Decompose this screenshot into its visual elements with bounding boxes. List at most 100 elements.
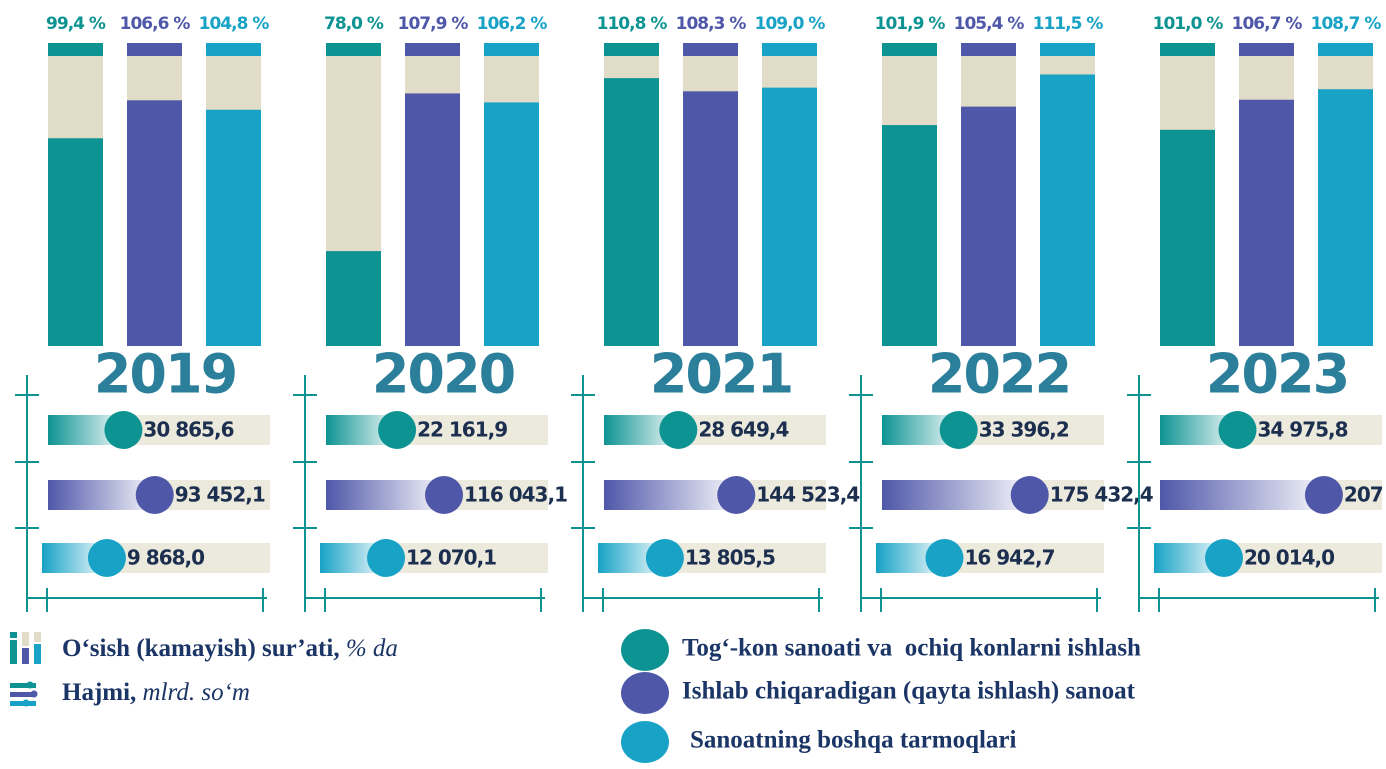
- legend-rate-icon: [10, 632, 41, 664]
- legend-volume-unit: mlrd. so‘m: [143, 679, 250, 706]
- volume-label: 12 070,1: [406, 546, 496, 570]
- volume-background: [386, 543, 548, 573]
- volume-label: 16 942,7: [964, 546, 1054, 570]
- volume-label: 93 452,1: [175, 483, 265, 507]
- volume-marker: [939, 411, 978, 449]
- bar-top: [604, 43, 659, 56]
- bar: [762, 87, 817, 347]
- bar-top: [1040, 43, 1095, 56]
- volume-marker: [1205, 539, 1244, 577]
- volume-background: [154, 480, 270, 510]
- value-label: 101,0 %: [1153, 14, 1224, 34]
- volume-label: 33 396,2: [979, 418, 1069, 442]
- volume-label: 175 432,4: [1050, 483, 1153, 507]
- volume-marker: [104, 411, 143, 449]
- bar-top: [405, 43, 460, 56]
- volume-label: 20 014,0: [1244, 546, 1334, 570]
- bar: [1239, 99, 1294, 346]
- bar-top: [206, 43, 261, 56]
- volume-marker: [378, 411, 417, 449]
- volume-background: [944, 543, 1104, 573]
- volume-label: 34 975,8: [1257, 418, 1347, 442]
- volume-bar: [604, 480, 737, 510]
- value-label: 111,5 %: [1033, 14, 1104, 34]
- volume-label: 207 834,4: [1344, 483, 1386, 507]
- year-label: 2021: [650, 343, 792, 406]
- volume-background: [1237, 415, 1382, 445]
- volume-background: [123, 415, 270, 445]
- bar: [683, 91, 738, 346]
- volume-marker: [645, 539, 684, 577]
- bar-top: [48, 43, 103, 56]
- bar: [1040, 74, 1095, 347]
- volume-marker: [135, 476, 174, 514]
- value-label: 109,0 %: [755, 14, 826, 34]
- year-label: 2019: [94, 343, 236, 406]
- year-label: 2023: [1206, 343, 1348, 406]
- bar: [206, 109, 261, 346]
- value-label: 106,2 %: [477, 14, 548, 34]
- bar-top: [1160, 43, 1215, 56]
- bar: [127, 100, 182, 346]
- volume-label: 144 523,4: [756, 483, 859, 507]
- volume-marker: [1304, 476, 1343, 514]
- volume-marker: [659, 411, 698, 449]
- bar-top: [1239, 43, 1294, 56]
- bar: [484, 102, 539, 347]
- volume-background: [106, 543, 271, 573]
- volume-label: 22 161,9: [417, 418, 507, 442]
- volume-bar: [1160, 480, 1324, 510]
- bar: [405, 93, 460, 346]
- legend-marker: [621, 672, 669, 714]
- bar: [1160, 129, 1215, 346]
- bar-top: [961, 43, 1016, 56]
- volume-marker: [925, 539, 964, 577]
- legend-volume: Hajmi, mlrd. so‘m: [62, 679, 250, 706]
- value-label: 105,4 %: [954, 14, 1025, 34]
- volume-marker: [87, 539, 126, 577]
- bar: [604, 78, 659, 347]
- bar: [882, 125, 937, 346]
- volume-background: [678, 415, 826, 445]
- legend-label: Sanoatning boshqa tarmoqlari: [690, 727, 1017, 754]
- bar: [48, 138, 103, 346]
- volume-marker: [1218, 411, 1257, 449]
- year-label: 2020: [372, 343, 514, 406]
- value-label: 101,9 %: [875, 14, 946, 34]
- value-label: 107,9 %: [398, 14, 469, 34]
- bar-top: [882, 43, 937, 56]
- bar-top: [127, 43, 182, 56]
- legend-label: Tog‘-kon sanoati va ochiq konlarni ishla…: [682, 635, 1141, 662]
- legend-label: Ishlab chiqaradigan (qayta ishlash) sano…: [682, 678, 1136, 705]
- value-label: 78,0 %: [324, 14, 384, 34]
- volume-label: 9 868,0: [127, 546, 204, 570]
- volume-background: [958, 415, 1104, 445]
- volume-marker: [367, 539, 406, 577]
- legend-rate-unit: % da: [346, 635, 398, 662]
- volume-label: 116 043,1: [464, 483, 567, 507]
- volume-marker: [717, 476, 756, 514]
- volume-background: [1224, 543, 1382, 573]
- volume-bar: [326, 480, 445, 510]
- volume-label: 28 649,4: [698, 418, 788, 442]
- bar: [1318, 89, 1373, 346]
- bar-top: [1318, 43, 1373, 56]
- year-label: 2022: [928, 343, 1070, 406]
- value-label: 108,3 %: [676, 14, 747, 34]
- value-label: 104,8 %: [199, 14, 270, 34]
- value-label: 110,8 %: [597, 14, 668, 34]
- volume-marker: [425, 476, 464, 514]
- legend-rate: O‘sish (kamayish) sur’ati, % da: [62, 635, 398, 662]
- volume-background: [664, 543, 826, 573]
- volume-label: 30 865,6: [143, 418, 233, 442]
- volume-background: [397, 415, 548, 445]
- value-label: 99,4 %: [46, 14, 106, 34]
- value-label: 108,7 %: [1311, 14, 1382, 34]
- legend-marker: [621, 721, 669, 763]
- bar-top: [326, 43, 381, 56]
- bar-top: [683, 43, 738, 56]
- legend-marker: [621, 629, 669, 671]
- legend-rate-title: O‘sish (kamayish) sur’ati,: [62, 635, 340, 662]
